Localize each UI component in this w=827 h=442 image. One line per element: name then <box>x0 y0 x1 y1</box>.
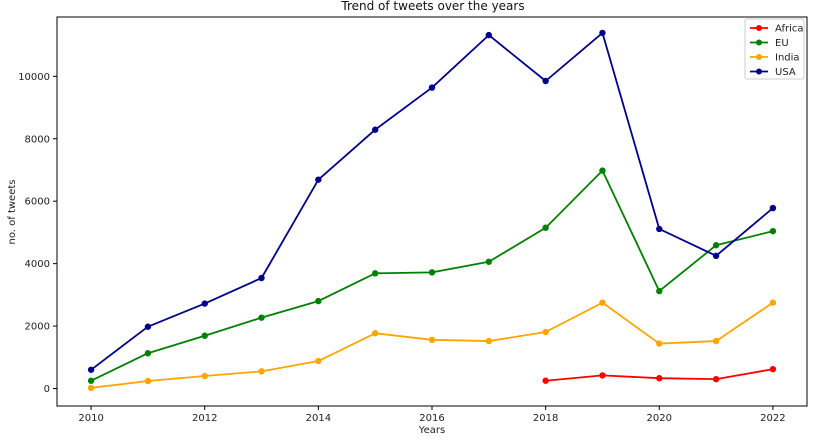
data-point-eu <box>258 314 265 321</box>
data-point-india <box>656 340 663 347</box>
legend-label: Africa <box>775 24 804 35</box>
data-point-usa <box>315 176 322 183</box>
data-point-eu <box>371 270 379 277</box>
legend-label: India <box>775 53 800 64</box>
x-tick-label: 2022 <box>760 413 785 424</box>
data-point-usa <box>201 300 208 307</box>
legend-swatch-marker <box>756 54 762 60</box>
data-point-eu <box>542 224 549 231</box>
data-point-india <box>87 384 95 392</box>
data-point-africa <box>542 377 549 384</box>
series-eu <box>87 167 777 384</box>
y-tick-label: 10000 <box>18 72 50 83</box>
data-point-usa <box>258 274 265 282</box>
y-tick-label: 6000 <box>25 197 50 208</box>
data-point-usa <box>542 77 549 85</box>
plot-area <box>56 16 808 407</box>
data-point-usa <box>769 204 777 212</box>
data-point-eu <box>201 332 208 339</box>
legend-label: EU <box>775 38 789 49</box>
data-point-eu <box>87 377 95 384</box>
series-line-eu <box>90 169 774 382</box>
legend-item-africa: Africa <box>750 24 804 35</box>
y-tick-label: 0 <box>44 384 50 395</box>
x-tick-label: 2010 <box>78 413 103 424</box>
legend-box <box>744 18 805 80</box>
y-tick-label: 2000 <box>25 322 50 333</box>
data-point-usa <box>599 29 606 37</box>
legend-label: USA <box>775 67 796 78</box>
series-usa <box>87 29 777 373</box>
legend-swatch-marker <box>756 68 762 75</box>
data-point-usa <box>87 366 95 373</box>
legend-swatch-marker <box>756 39 762 46</box>
data-point-usa <box>428 84 436 91</box>
data-point-india <box>485 337 493 345</box>
y-tick-label: 4000 <box>25 259 50 270</box>
data-point-india <box>599 299 606 306</box>
x-tick-label: 2020 <box>647 413 672 424</box>
x-tick-label: 2018 <box>533 413 558 424</box>
series-layer <box>87 29 777 392</box>
y-axis-label: no. of tweets <box>7 180 18 245</box>
data-point-eu <box>599 167 606 174</box>
legend-item-usa: USA <box>750 67 796 78</box>
data-point-usa <box>144 323 152 330</box>
series-africa <box>542 365 777 384</box>
data-point-india <box>428 336 436 344</box>
data-point-eu <box>485 258 493 265</box>
legend: Africa EU India USA <box>744 18 805 80</box>
x-tick-label: 2014 <box>306 413 331 424</box>
x-axis: 2010 2012 2014 2016 2018 2020 2022 <box>78 406 786 424</box>
data-point-india <box>144 377 152 385</box>
data-point-usa <box>656 225 663 233</box>
data-point-india <box>542 328 549 336</box>
x-tick-label: 2012 <box>192 413 217 424</box>
x-tick-label: 2016 <box>419 413 444 424</box>
data-point-india <box>712 337 720 345</box>
series-line-india <box>90 301 774 389</box>
legend-swatch-marker <box>756 25 762 31</box>
data-point-eu <box>315 297 322 305</box>
data-point-usa <box>485 31 493 39</box>
legend-item-india: India <box>750 53 800 64</box>
series-line-usa <box>90 32 774 371</box>
data-point-usa <box>712 252 720 260</box>
data-point-usa <box>371 126 379 133</box>
data-point-india <box>315 357 322 365</box>
data-point-africa <box>769 365 777 373</box>
data-point-eu <box>712 242 720 249</box>
data-point-africa <box>656 375 663 382</box>
data-point-africa <box>712 375 720 383</box>
x-axis-label: Years <box>418 425 445 436</box>
y-axis: 0 2000 4000 6000 8000 10000 <box>18 72 57 395</box>
chart-title: Trend of tweets over the years <box>340 0 524 13</box>
series-india <box>87 299 777 392</box>
data-point-india <box>371 330 379 337</box>
data-point-eu <box>144 350 152 357</box>
data-point-eu <box>428 269 436 276</box>
legend-item-eu: EU <box>750 38 789 49</box>
data-point-africa <box>599 372 606 379</box>
data-point-eu <box>769 227 777 235</box>
data-point-india <box>258 368 265 375</box>
data-point-eu <box>656 287 663 295</box>
y-tick-label: 8000 <box>25 134 50 145</box>
data-point-india <box>769 299 777 306</box>
data-point-india <box>201 372 208 380</box>
